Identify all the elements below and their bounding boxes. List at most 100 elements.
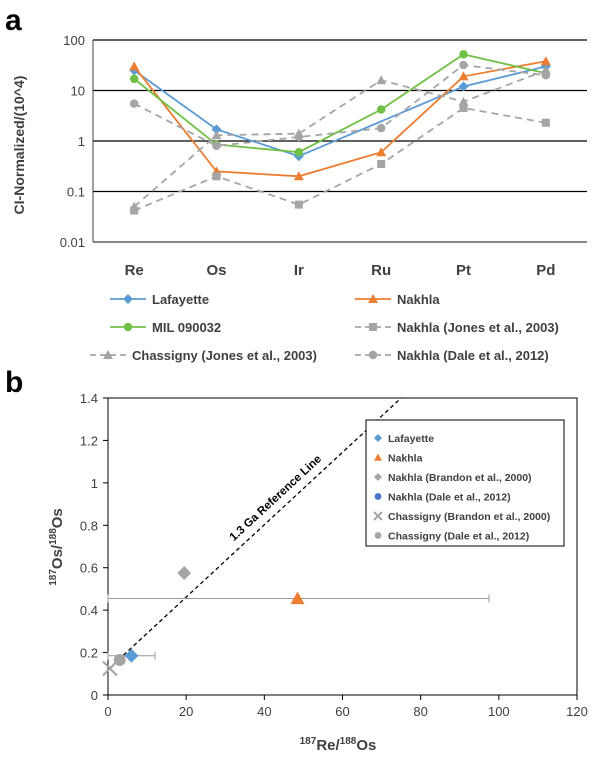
chart-a-data-point xyxy=(211,124,222,135)
chart-b-legend-item: Nakhla (Brandon et al., 2000) xyxy=(374,472,532,484)
chart-b-legend-swatch xyxy=(373,511,383,521)
chart-a-legend-swatch-marker xyxy=(369,323,377,331)
chart-a-data-point xyxy=(376,75,387,85)
chart-a-category-label: Re xyxy=(125,262,144,279)
chart-a-legend-item: Nakhla (Jones et al., 2003) xyxy=(355,320,559,335)
chart-a-y-ticks: 0.01 0.1 1 10 100 xyxy=(60,33,85,250)
chart-a-series-5 xyxy=(129,60,551,151)
chart-b-legend-box xyxy=(365,419,565,547)
chart-b-legend-label: Nakhla (Dale et al., 2012) xyxy=(388,492,511,504)
chart-b-series-4 xyxy=(102,660,118,677)
chart-a-legend-swatch-marker xyxy=(123,294,133,304)
chart-b-y-tick-label: 1.2 xyxy=(80,433,98,448)
chart-a-data-point xyxy=(212,141,221,151)
chart-a-legend-item: MIL 090032 xyxy=(110,320,221,335)
chart-b-y-tick-label: 0.4 xyxy=(80,603,98,618)
chart-a-gridlines xyxy=(92,39,587,243)
chart-a-legend-item: Chassigny (Jones et al., 2003) xyxy=(90,348,317,363)
chart-a-y-tick-label: 10 xyxy=(71,84,85,99)
chart-a-category-label: Ir xyxy=(294,262,304,279)
chart-a-data-point xyxy=(540,56,551,66)
chart-a-data-point xyxy=(458,96,469,106)
chart-b-ticks: 0 20 40 60 80 100 120 0 0.2 0.4 0.6 0.8 1 1.2 1.4 xyxy=(80,391,588,719)
chart-b-legend: Lafayette Nakhla Nakhla (Brandon et al., 2… xyxy=(365,419,565,547)
chart-a-data-point xyxy=(541,71,551,80)
chart-b-legend-swatch-stroke-2 xyxy=(373,511,383,521)
chart-a-data-point xyxy=(458,81,469,92)
chart-b-data-point-stroke-2 xyxy=(102,660,118,677)
chart-a-y-tick-label: 100 xyxy=(63,33,85,48)
chart-a-legend-item: Nakhla xyxy=(355,292,440,307)
chart-b-x-tick-label: 100 xyxy=(488,704,510,719)
chart-b-x-tick-label: 20 xyxy=(179,704,193,719)
chart-b-legend-swatch xyxy=(374,473,382,481)
chart-a-category-label: Pd xyxy=(536,262,555,279)
chart-a-series-line xyxy=(133,64,546,147)
chart-b-legend-item: Lafayette xyxy=(374,433,434,445)
chart-b-data-point xyxy=(177,566,192,581)
chart-b-y-tick-label: 0.2 xyxy=(80,646,98,661)
chart-b-y-tick-label: 0.6 xyxy=(80,561,98,576)
chart-a-data-point xyxy=(294,147,304,157)
chart-a-data-point xyxy=(376,123,386,133)
chart-a-category-label: Os xyxy=(206,262,226,279)
chart-b-x-tick-label: 80 xyxy=(413,704,427,719)
chart-a-y-tick-label: 1 xyxy=(78,134,85,149)
chart-a-data-point xyxy=(459,104,468,113)
chart-a-legend-label: Chassigny (Jones et al., 2003) xyxy=(132,348,317,363)
chart-a-data-point xyxy=(376,147,387,157)
chart-b-series-2 xyxy=(177,566,192,581)
chart-a-series-1 xyxy=(129,56,551,181)
chart-b-legend-item: Chassigny (Brandon et al., 2000) xyxy=(373,511,550,523)
chart-a-data-point xyxy=(211,130,222,140)
chart-a-series xyxy=(129,50,551,215)
chart-b-y-tick-label: 1 xyxy=(91,476,98,491)
chart-a-data-point xyxy=(129,99,139,108)
chart-b-x-tick-label: 40 xyxy=(257,704,271,719)
chart-b-legend-swatch xyxy=(374,493,382,500)
chart-a-legend-item: Lafayette xyxy=(110,292,209,307)
chart-a-legend-swatch-marker xyxy=(103,350,113,359)
chart-b-reference-line-label: 1.3 Ga Reference Line xyxy=(228,453,324,543)
chart-a-data-point xyxy=(212,172,221,181)
chart-b-reference-line: 1.3 Ga Reference Line xyxy=(107,397,402,671)
panel-label-a: a xyxy=(5,4,22,37)
chart-b-series-1 xyxy=(107,591,490,605)
chart-b-data-point xyxy=(124,648,139,663)
chart-a-legend-label: Nakhla (Jones et al., 2003) xyxy=(397,320,559,335)
chart-a-data-point xyxy=(541,118,550,127)
chart-a-legend-swatch-marker xyxy=(123,322,133,332)
chart-a-legend-swatch-marker xyxy=(368,294,378,303)
chart-a-legend-swatch-marker xyxy=(368,350,378,360)
chart-a-legend-label: Nakhla (Dale et al., 2012) xyxy=(397,348,549,363)
chart-a-data-point xyxy=(129,74,139,84)
chart-b-legend-label: Lafayette xyxy=(388,433,434,445)
chart-b-points xyxy=(102,566,490,677)
chart-a-category-label: Ru xyxy=(371,262,391,279)
chart-b-x-tick-label: 120 xyxy=(566,704,588,719)
panel-label-b: b xyxy=(5,366,23,399)
chart-b-x-axis-label: 187Re/188Os xyxy=(300,736,377,754)
chart-b-legend-swatch xyxy=(374,532,382,539)
chart-a-x-ticks: Re Os Ir Ru Pt Pd xyxy=(125,262,556,279)
chart-a-y-axis-label: CI-Normalized/(10^4) xyxy=(11,76,27,215)
chart-b-x-tick-label: 60 xyxy=(335,704,349,719)
chart-b-data-point xyxy=(102,660,118,677)
chart-b-y-axis-label: 187Os/188Os xyxy=(48,508,66,586)
chart-a-data-point xyxy=(376,105,386,114)
chart-a-legend-label: Nakhla xyxy=(397,292,440,307)
chart-a-data-point xyxy=(459,60,468,70)
chart-a-series-line xyxy=(133,107,546,212)
chart-b-y-tick-label: 0.8 xyxy=(80,518,98,533)
chart-b-data-point xyxy=(113,654,126,666)
chart-a-y-tick-label: 0.1 xyxy=(67,185,85,200)
chart-a-y-tick-label: 0.01 xyxy=(60,235,85,250)
chart-a-series-line xyxy=(133,69,547,208)
chart-b-y-tick-label: 1.4 xyxy=(80,391,98,406)
chart-b-legend-label: Nakhla xyxy=(388,453,423,465)
chart-b-data-point xyxy=(290,591,305,605)
chart-a-legend: Lafayette Nakhla MIL 090032 Nakhla (Jones e… xyxy=(90,292,559,363)
chart-a-category-label: Pt xyxy=(456,262,471,279)
chart-a-series-0 xyxy=(129,61,551,162)
